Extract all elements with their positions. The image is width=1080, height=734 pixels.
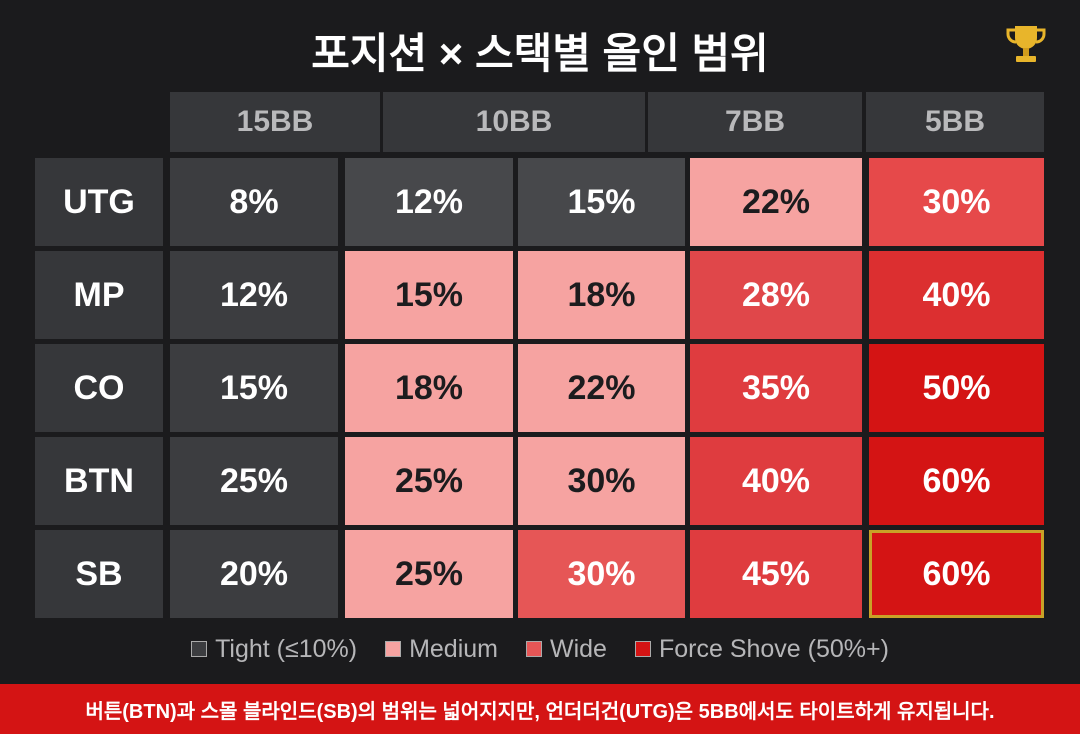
legend: Tight (≤10%) Medium Wide Force Shove (50%+) xyxy=(0,630,1080,668)
table-cell: 15% xyxy=(518,158,685,246)
table-cell: 8% xyxy=(170,158,338,246)
column-header: 15BB xyxy=(170,92,380,152)
legend-label: Medium xyxy=(409,634,498,663)
legend-item: Medium xyxy=(385,635,498,664)
table-cell: 35% xyxy=(690,344,862,432)
row-header: SB xyxy=(35,530,163,618)
table-cell: 30% xyxy=(869,158,1044,246)
legend-label: Wide xyxy=(550,634,607,663)
table-cell: 22% xyxy=(690,158,862,246)
column-header: 10BB xyxy=(383,92,645,152)
table-cell: 15% xyxy=(345,251,513,339)
legend-swatch xyxy=(191,641,208,657)
table-cell: 25% xyxy=(345,437,513,525)
legend-label: Tight (≤10%) xyxy=(215,634,358,663)
table-cell: 22% xyxy=(518,344,685,432)
legend-swatch xyxy=(385,641,402,657)
row-header: UTG xyxy=(35,158,163,246)
row-header: CO xyxy=(35,344,163,432)
legend-item: Force Shove (50%+) xyxy=(634,634,889,664)
table-cell: 45% xyxy=(690,530,862,618)
table-cell: 25% xyxy=(170,437,338,525)
table-cell: 60% xyxy=(869,530,1044,618)
table-cell: 20% xyxy=(170,530,338,618)
table-cell: 15% xyxy=(170,344,338,432)
table-cell: 25% xyxy=(345,530,513,618)
title: 포지션 × 스택별 올인 범위 xyxy=(311,29,769,77)
trophy-icon xyxy=(1006,26,1046,62)
table-cell: 12% xyxy=(345,158,513,246)
footer-banner: 버튼(BTN)과 스몰 블라인드(SB)의 범위는 넓어지지만, 언더더건(UT… xyxy=(0,684,1080,734)
row-header: BTN xyxy=(35,437,163,525)
table-cell: 40% xyxy=(869,251,1044,339)
legend-swatch xyxy=(526,641,542,657)
table-cell: 12% xyxy=(170,251,338,339)
row-header: MP xyxy=(35,251,163,339)
table-cell: 30% xyxy=(518,530,685,618)
table-cell: 30% xyxy=(518,437,685,525)
legend-item: Wide xyxy=(526,635,607,664)
legend-label: Force Shove (50%+) xyxy=(658,634,889,663)
legend-item: Tight (≤10%) xyxy=(191,635,357,664)
table-cell: 18% xyxy=(518,251,685,339)
table-cell: 60% xyxy=(869,437,1044,525)
table-cell: 18% xyxy=(345,344,513,432)
legend-swatch xyxy=(634,641,651,657)
table-cell: 28% xyxy=(690,251,862,339)
column-header: 7BB xyxy=(648,92,862,152)
table-cell: 50% xyxy=(869,344,1044,432)
table-cell: 40% xyxy=(690,437,862,525)
column-header: 5BB xyxy=(866,92,1044,152)
